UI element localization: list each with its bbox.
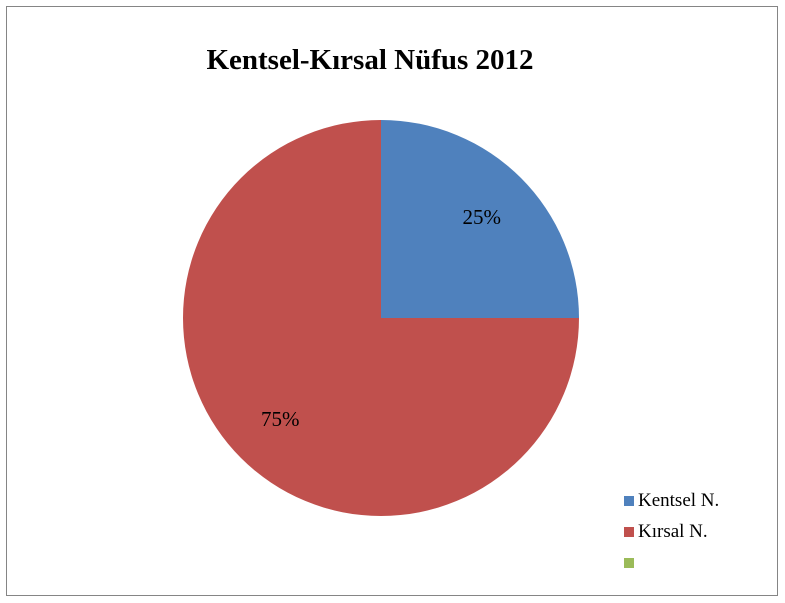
- chart-title: Kentsel-Kırsal Nüfus 2012: [206, 44, 534, 76]
- slice-kirsal-label: 75%: [261, 407, 300, 431]
- legend-label-kentsel: Kentsel N.: [638, 489, 720, 511]
- slice-kirsal: [183, 120, 579, 516]
- legend-item-kentsel: Kentsel N.: [624, 485, 719, 516]
- legend-swatch-kirsal: [624, 526, 634, 537]
- legend-item-empty: [624, 547, 719, 578]
- legend-swatch-kentsel: [624, 495, 634, 506]
- slice-kentsel: [381, 120, 579, 318]
- legend-swatch-empty: [624, 557, 634, 568]
- legend: Kentsel N. Kırsal N.: [624, 485, 719, 578]
- slice-kentsel-label: 25%: [463, 205, 502, 229]
- legend-item-kirsal: Kırsal N.: [624, 516, 719, 547]
- legend-label-kirsal: Kırsal N.: [638, 520, 708, 542]
